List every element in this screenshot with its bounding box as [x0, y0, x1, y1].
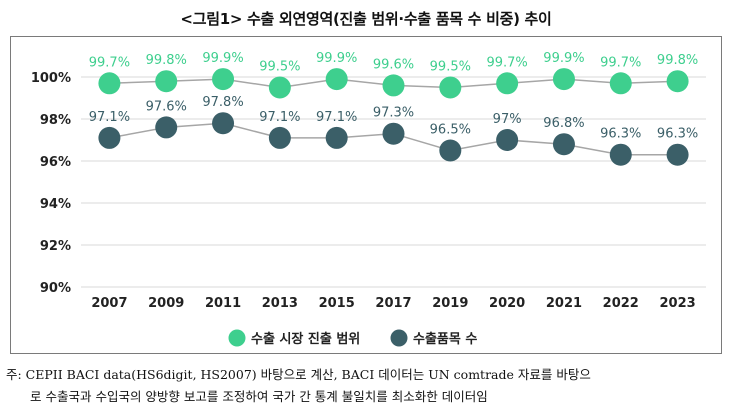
- x-tick-label: 2009: [148, 296, 184, 311]
- data-label: 97.1%: [89, 110, 130, 125]
- data-point: [155, 70, 178, 93]
- line-chart: 90% 92% 94% 96% 98% 100% 2007 2009 2011 2013 2015 2…: [31, 51, 706, 347]
- data-label: 99.6%: [373, 57, 414, 72]
- data-point: [552, 68, 575, 91]
- data-point: [98, 126, 121, 149]
- data-point: [552, 133, 575, 156]
- data-label: 99.7%: [89, 55, 130, 70]
- data-label: 99.8%: [146, 53, 187, 68]
- y-tick-label: 92%: [40, 239, 71, 254]
- data-point: [382, 74, 405, 97]
- data-label: 97%: [493, 112, 522, 127]
- y-tick-label: 98%: [40, 113, 71, 128]
- data-point: [609, 143, 632, 166]
- data-label: 99.5%: [259, 60, 300, 75]
- data-label: 99.9%: [202, 51, 243, 66]
- data-point: [325, 68, 348, 91]
- data-label: 99.7%: [486, 55, 527, 70]
- data-label: 96.3%: [600, 127, 641, 142]
- footnote-line-2: 로 수출국과 수입국의 양방향 보고를 조정하여 국가 간 통계 불일치를 최소…: [30, 389, 488, 404]
- data-label: 97.8%: [202, 95, 243, 110]
- legend-label: 수출 시장 진출 범위: [251, 331, 360, 347]
- y-tick-label: 90%: [40, 281, 71, 296]
- x-tick-label: 2011: [205, 296, 241, 311]
- y-tick-label: 94%: [40, 197, 71, 212]
- data-point: [439, 76, 462, 99]
- data-point: [666, 70, 689, 93]
- x-tick-label: 2023: [659, 296, 695, 311]
- data-point: [496, 72, 519, 95]
- data-point: [439, 139, 462, 162]
- chart-title: <그림1> 수출 외연영역(진출 범위·수출 품목 수 비중) 추이: [180, 10, 552, 28]
- x-tick-label: 2022: [603, 296, 639, 311]
- legend-marker: [228, 329, 246, 347]
- data-label: 96.3%: [657, 127, 698, 142]
- data-point: [609, 72, 632, 95]
- data-point: [382, 122, 405, 145]
- data-label: 97.1%: [316, 110, 357, 125]
- data-label: 99.8%: [657, 53, 698, 68]
- data-point: [212, 112, 235, 135]
- data-point: [666, 143, 689, 166]
- data-label: 99.5%: [430, 60, 471, 75]
- x-tick-label: 2020: [489, 296, 525, 311]
- footnote-line-1: 주: CEPII BACI data(HS6digit, HS2007) 바탕으…: [6, 367, 591, 382]
- data-label: 97.6%: [146, 99, 187, 114]
- y-tick-label: 100%: [31, 71, 71, 86]
- data-point: [212, 68, 235, 91]
- data-label: 99.7%: [600, 55, 641, 70]
- x-tick-label: 2015: [319, 296, 355, 311]
- data-label: 99.9%: [316, 51, 357, 66]
- data-label: 99.9%: [543, 51, 584, 66]
- data-point: [155, 116, 178, 139]
- chart-panel: 90% 92% 94% 96% 98% 100% 2007 2009 2011 2013 2015 2…: [10, 36, 722, 354]
- x-tick-label: 2013: [262, 296, 298, 311]
- x-tick-label: 2021: [546, 296, 582, 311]
- legend-label: 수출품목 수: [413, 331, 477, 347]
- data-label: 97.1%: [259, 110, 300, 125]
- data-label: 97.3%: [373, 106, 414, 121]
- data-label: 96.8%: [543, 116, 584, 131]
- data-point: [325, 126, 348, 149]
- x-tick-label: 2007: [91, 296, 127, 311]
- x-tick-label: 2017: [375, 296, 411, 311]
- data-point: [268, 126, 291, 149]
- data-point: [98, 72, 121, 95]
- footnote: 주: CEPII BACI data(HS6digit, HS2007) 바탕으…: [6, 364, 728, 408]
- data-point: [268, 76, 291, 99]
- legend-marker: [390, 329, 408, 347]
- y-tick-label: 96%: [40, 155, 71, 170]
- x-tick-label: 2019: [432, 296, 468, 311]
- data-label: 96.5%: [430, 123, 471, 138]
- data-point: [496, 129, 519, 151]
